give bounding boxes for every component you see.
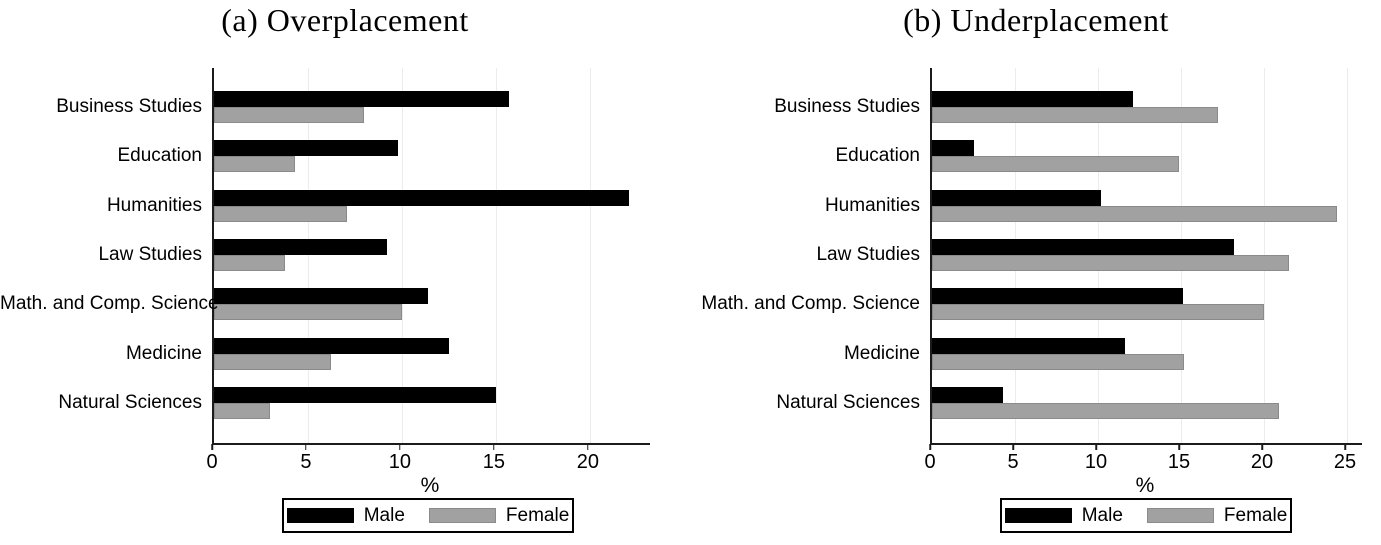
bar-male <box>932 189 1102 206</box>
grid-line <box>1347 68 1349 443</box>
legend-item-male: Male <box>286 505 405 526</box>
x-tick-label: 0 <box>206 451 218 473</box>
x-tick-mark <box>493 444 495 450</box>
x-tick-label: 10 <box>388 451 412 473</box>
x-tick-mark <box>1344 444 1346 450</box>
legend-item-female: Female <box>1146 505 1288 526</box>
bar-male <box>932 91 1133 107</box>
bar-male <box>214 140 399 157</box>
x-tick-mark <box>929 444 931 450</box>
x-tick-label: 20 <box>576 451 599 473</box>
x-axis-underplacement: 0 5 10 15 20 25 <box>924 443 1360 483</box>
legend-label: Female <box>1223 505 1288 526</box>
bar-male <box>932 288 1183 305</box>
chart-title-overplacement: (a) Overplacement <box>221 2 469 38</box>
bar-female <box>214 304 402 321</box>
bar-female <box>214 353 331 370</box>
x-tick-mark <box>1178 444 1180 450</box>
x-axis-label-overplacement: % <box>420 474 440 497</box>
bar-female <box>932 402 1279 419</box>
bar-female <box>932 205 1338 222</box>
x-axis-overplacement: 0 5 10 15 20 <box>206 443 648 483</box>
legend-item-female: Female <box>428 505 570 526</box>
x-axis-label-underplacement: % <box>1135 474 1155 497</box>
grid-line <box>307 68 309 443</box>
legend-swatch-female <box>428 508 496 523</box>
grid-line <box>495 68 497 443</box>
x-tick-mark <box>211 444 213 450</box>
panel-underplacement: (b) Underplacement 0 5 10 15 20 25 % Male Fema… <box>691 0 1381 545</box>
category-label: Education <box>835 145 920 167</box>
legend-swatch-male <box>1004 508 1072 523</box>
x-tick-mark <box>587 444 589 450</box>
x-tick-label: 10 <box>1084 451 1108 473</box>
plot-area-underplacement <box>930 68 1362 445</box>
category-label: Medicine <box>125 342 202 364</box>
bar-male <box>932 140 974 157</box>
x-tick-mark <box>399 444 401 450</box>
category-label: Natural Sciences <box>776 391 920 413</box>
bar-female <box>214 156 295 173</box>
bar-female <box>932 107 1218 123</box>
category-label: Law Studies <box>98 243 202 265</box>
chart-title-underplacement: (b) Underplacement <box>903 2 1169 38</box>
grid-line <box>401 68 403 443</box>
category-label: Natural Sciences <box>58 391 202 413</box>
category-label: Math. and Comp. Science <box>0 293 219 315</box>
category-label: Math. and Comp. Science <box>701 293 920 315</box>
legend-swatch-female <box>1146 508 1214 523</box>
category-label: Humanities <box>106 194 202 216</box>
x-tick-mark <box>1095 444 1097 450</box>
legend-underplacement: Male Female <box>1000 498 1292 533</box>
bar-female <box>214 205 348 222</box>
x-tick-label: 5 <box>300 451 312 473</box>
bar-female <box>932 156 1180 173</box>
bar-female <box>932 353 1185 370</box>
bar-female <box>932 304 1265 321</box>
plot-area-overplacement <box>212 68 650 445</box>
x-tick-mark <box>1012 444 1014 450</box>
legend-label: Male <box>1081 505 1123 526</box>
bar-male <box>214 189 630 206</box>
legend-label: Female <box>505 505 570 526</box>
bar-female <box>214 254 286 271</box>
bar-male <box>214 238 387 255</box>
bar-male <box>214 91 510 107</box>
bar-male <box>932 386 1004 403</box>
bar-female <box>214 402 271 419</box>
grid-line <box>589 68 591 443</box>
x-tick-mark <box>1261 444 1263 450</box>
category-label: Business Studies <box>56 96 202 117</box>
bar-male <box>932 238 1235 255</box>
category-label: Education <box>117 145 202 167</box>
panel-overplacement: (a) Overplacement 0 5 10 15 20 % Male Female … <box>0 0 690 545</box>
bar-female <box>932 254 1289 271</box>
x-tick-label: 15 <box>1167 451 1191 473</box>
bar-male <box>214 337 449 354</box>
legend-swatch-male <box>286 508 354 523</box>
x-tick-label: 5 <box>1007 451 1019 473</box>
bar-female <box>214 107 365 123</box>
x-tick-label: 0 <box>924 451 936 473</box>
category-label: Business Studies <box>774 96 920 117</box>
category-label: Humanities <box>824 194 920 216</box>
legend-overplacement: Male Female <box>282 498 574 533</box>
category-label: Medicine <box>843 342 920 364</box>
legend-item-male: Male <box>1004 505 1123 526</box>
x-tick-label: 20 <box>1250 451 1274 473</box>
x-tick-label: 15 <box>482 451 506 473</box>
bar-male <box>932 337 1125 354</box>
bar-male <box>214 288 429 305</box>
category-label: Law Studies <box>816 243 920 265</box>
x-tick-mark <box>305 444 307 450</box>
legend-label: Male <box>363 505 405 526</box>
bar-male <box>214 386 496 403</box>
x-tick-label: 25 <box>1333 451 1357 473</box>
